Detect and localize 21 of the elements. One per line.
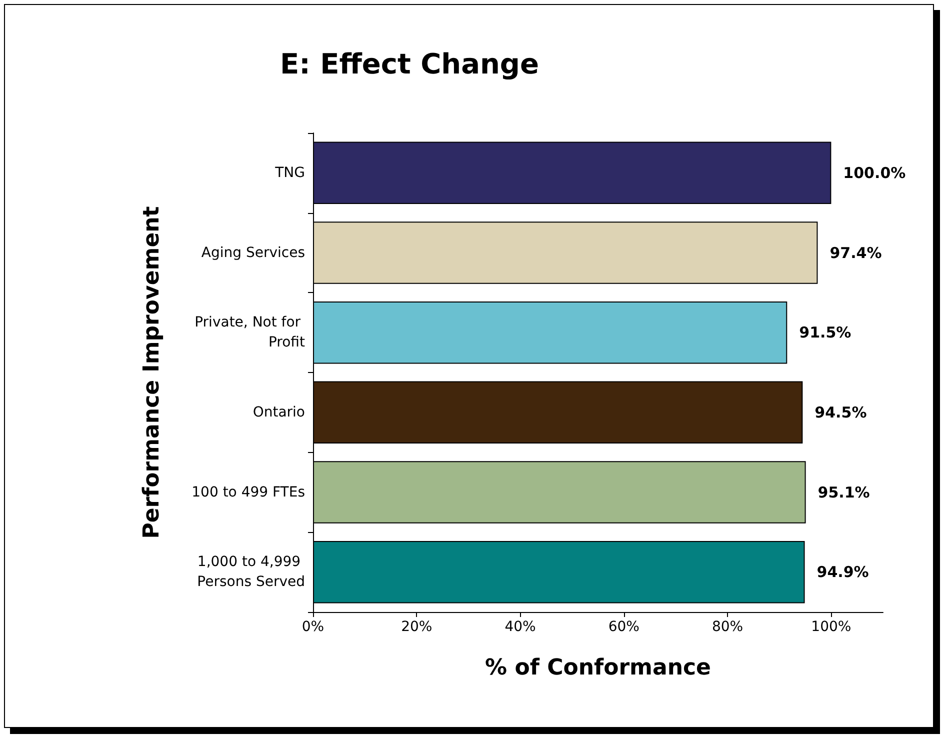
x-tick-label: 60% — [608, 619, 640, 635]
y-tick-label: 1,000 to 4,999 Persons Served — [197, 554, 305, 590]
x-axis-title: % of Conformance — [485, 656, 711, 680]
y-tick-label: TNG — [274, 164, 305, 181]
x-tick-label: 100% — [811, 619, 852, 635]
y-tick-label: Aging Services — [201, 244, 305, 261]
x-tick-label: 0% — [302, 619, 324, 635]
y-tick-label: 100 to 499 FTEs — [192, 484, 305, 500]
chart-title: E: Effect Change — [280, 48, 539, 80]
data-label: 94.5% — [814, 403, 867, 422]
data-label: 94.9% — [816, 563, 869, 582]
data-label: 91.5% — [799, 324, 852, 342]
y-tick-label: Ontario — [252, 404, 305, 420]
y-axis-title: Performance Improvement — [140, 206, 164, 539]
x-tick-label: 20% — [401, 619, 432, 635]
x-tick-label: 80% — [712, 619, 744, 635]
data-label: 95.1% — [818, 483, 870, 502]
data-label: 97.4% — [830, 244, 882, 262]
y-tick-label: Private, Not for Profit — [194, 314, 306, 351]
data-label: 100.0% — [843, 164, 906, 182]
x-tick-label: 40% — [504, 619, 536, 635]
